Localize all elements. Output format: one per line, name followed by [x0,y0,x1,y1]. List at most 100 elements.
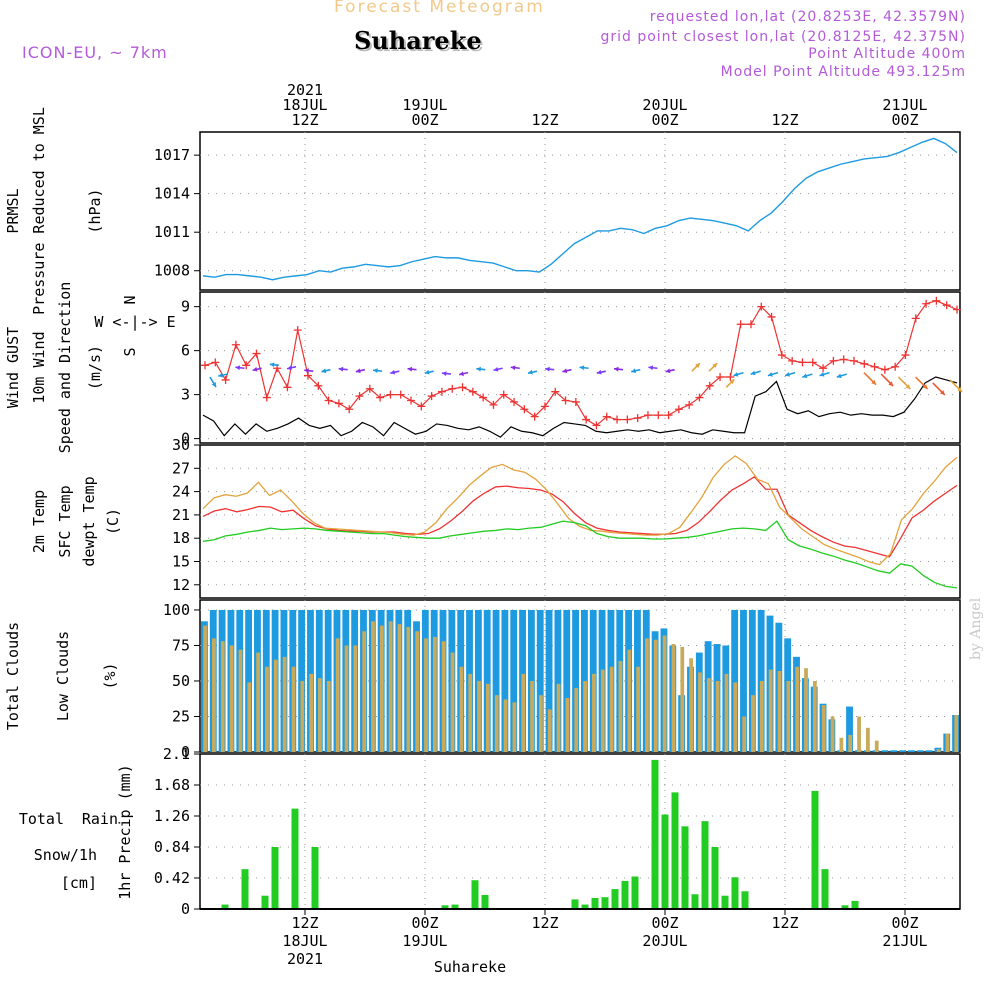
gust-marker [252,349,261,358]
rain-bar [261,895,269,909]
wind-direction-arrowhead [729,379,735,385]
gust-marker [571,397,580,406]
low-cloud-bar [486,683,490,752]
clouds-ytick-label: 100 [163,601,190,619]
wind-ytick-label: 9 [181,298,190,316]
total-cloud-bar [554,609,562,752]
rain-bar [481,894,489,909]
clouds-unit: (%) [101,662,119,689]
temperature-ylabel: dewpt Temp [80,476,98,566]
top-time-label: 00Z [651,111,678,129]
low-cloud-bar [388,621,393,752]
clouds-ytick-label: 50 [172,672,190,690]
gust-marker [551,387,560,396]
low-cloud-bar [300,680,305,752]
wind-direction-arrowhead [905,384,911,390]
gust-marker [798,358,807,367]
gust-marker [932,296,941,305]
rain-bar [731,877,739,909]
low-cloud-bar [353,645,358,752]
gust-marker [860,359,869,368]
gust-marker [788,356,797,365]
total-cloud-bar [581,609,588,752]
low-cloud-bar [618,661,623,752]
gust-marker [314,381,323,390]
top-time-label: 12Z [291,111,318,129]
low-cloud-bar [203,625,207,752]
pressure-ylabel: PRMSL [4,188,22,233]
top-time-label: 20JUL [642,96,687,114]
wind-direction-arrowhead [407,366,413,372]
gust-marker [880,365,889,374]
clouds-ytick-label: 0 [181,743,190,761]
gust-marker [716,373,725,382]
low-cloud-bar [459,666,464,752]
wind-direction-arrowhead [441,371,447,376]
compass-west-east: W <-|-> E [94,313,175,331]
low-cloud-bar [706,678,711,752]
wind-direction-arrowhead [545,366,550,372]
total-cloud-bar [501,609,509,752]
total-cloud-bar [916,750,924,752]
rain-bar [241,869,249,909]
wind-direction-arrowhead [939,390,945,395]
gust-marker [685,400,694,409]
low-cloud-bar [583,680,587,752]
wind-direction-arrowhead [750,370,756,376]
wind-direction-arrowhead [304,368,309,374]
rain-bar [271,847,279,909]
rain-bar [841,905,849,909]
total-cloud-bar [899,750,906,752]
low-cloud-bar [512,702,517,752]
total-cloud-bar [545,609,553,752]
gust-marker [293,326,302,335]
low-cloud-bar [751,695,755,752]
bottom-time-label: 12Z [291,914,318,932]
gust-marker [324,396,333,405]
gust-marker [808,358,817,367]
low-cloud-bar [715,680,720,752]
rain-bar [681,826,689,909]
total-cloud-bar [907,750,915,752]
low-cloud-bar [450,652,455,752]
low-cloud-bar [945,733,950,752]
low-cloud-bar [724,673,729,752]
wind-direction-arrowhead [390,369,396,375]
total-cloud-bar [740,609,747,752]
low-cloud-bar [273,659,278,752]
total-cloud-bar [881,750,889,752]
low-cloud-bar [592,673,596,752]
gust-marker [849,356,858,365]
wind-direction-arrowhead [819,372,825,377]
footer-station: Suhareke [434,958,506,976]
gust-marker [489,400,498,409]
rain-bar [441,905,449,909]
gust-marker [891,362,900,371]
low-cloud-bar [777,671,782,752]
low-cloud-bar [565,698,570,752]
wind-direction-arrowhead [579,365,585,371]
gust-marker [479,393,488,402]
gust-marker [231,340,240,349]
wind-direction-arrowhead [338,366,344,372]
low-cloud-bar [282,656,287,752]
wind-direction-arrowhead [922,384,928,390]
gust-marker [777,351,786,360]
low-cloud-bar [521,673,526,752]
low-cloud-bar [530,680,534,752]
gust-marker [561,396,570,405]
low-cloud-bar [326,680,331,752]
wind-ylabel: 10m Wind [30,331,48,403]
wind-direction-arrowhead [596,369,602,375]
gust-marker [746,320,755,329]
wind-direction-arrowhead [269,362,275,368]
pressure-ytick-label: 1014 [154,185,190,203]
temp-line-2 [202,520,958,589]
wind-direction-arrowhead [562,368,568,374]
wind-direction-arrowhead [733,372,739,377]
rain-bar [291,808,299,909]
precip-ytick-label: 0 [181,900,190,918]
gust-marker [334,399,343,408]
low-cloud-bar [212,638,216,752]
temperature-ylabel: SFC Temp [56,485,74,557]
